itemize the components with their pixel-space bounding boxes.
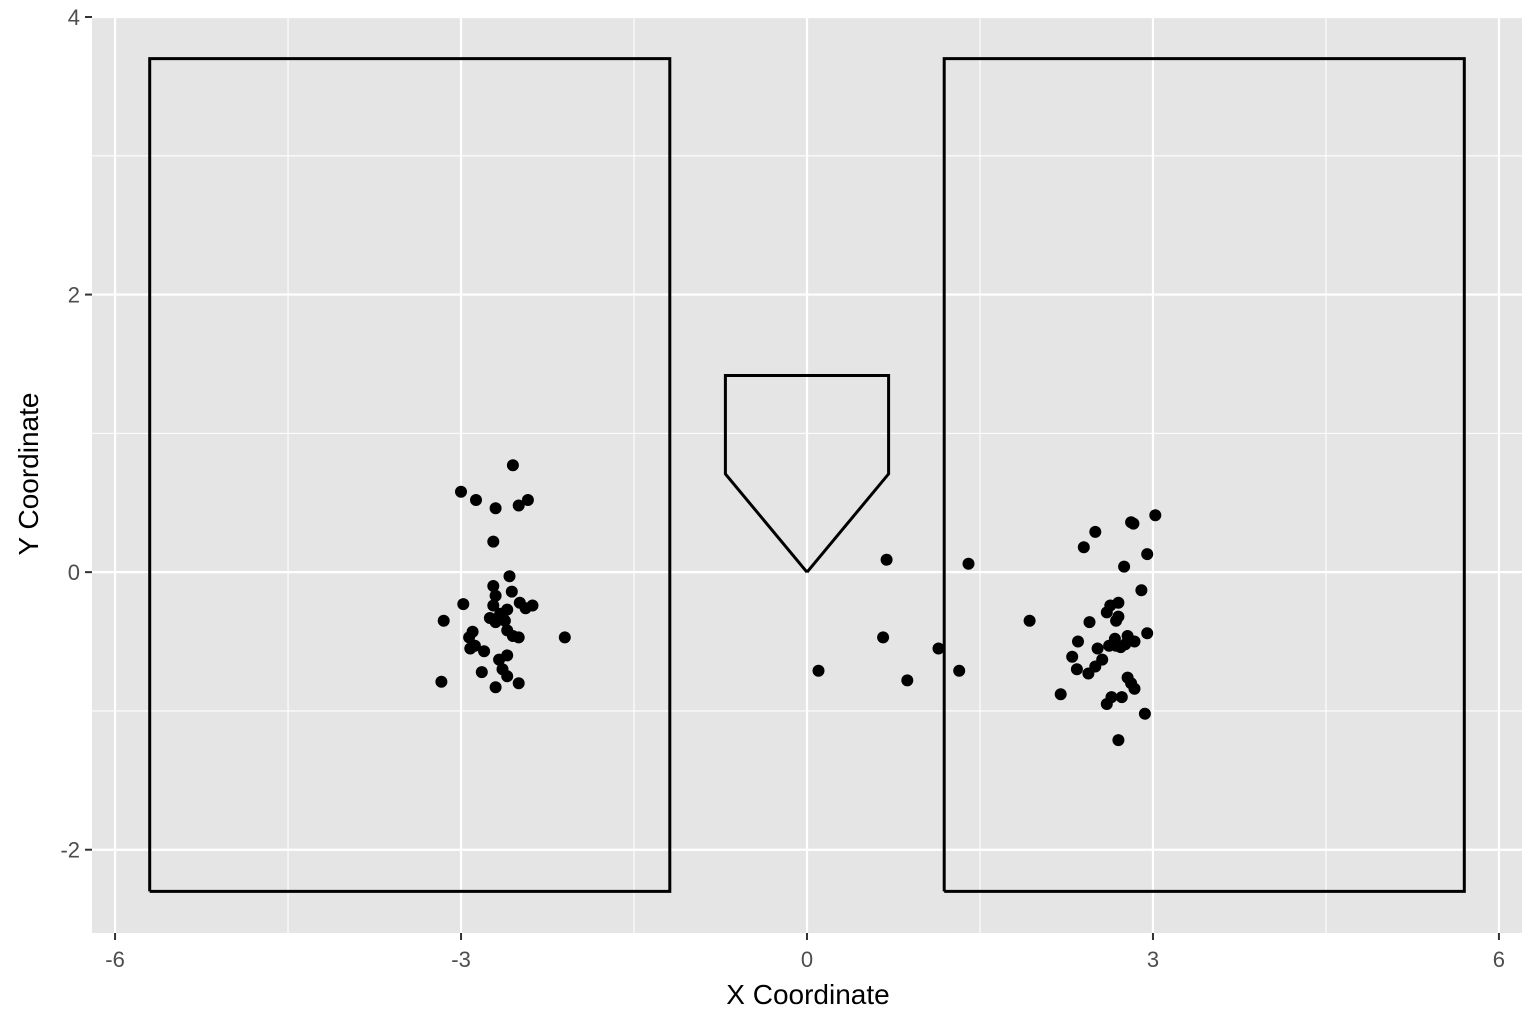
data-point <box>1077 541 1090 554</box>
x-tick-label: 3 <box>1147 947 1159 972</box>
field-outlines <box>148 57 1466 893</box>
data-point <box>1128 682 1141 695</box>
data-point <box>512 631 525 644</box>
data-point <box>498 614 511 627</box>
x-tick-label: -6 <box>105 947 125 972</box>
data-point <box>470 494 482 506</box>
data-point <box>489 502 502 515</box>
data-point <box>1023 614 1036 627</box>
data-point <box>1118 560 1131 573</box>
left-batters-box <box>148 57 672 893</box>
y-tick-label: -2 <box>60 838 80 863</box>
data-point <box>437 614 450 627</box>
data-point <box>493 653 506 666</box>
data-point <box>487 599 500 612</box>
y-tick-label: 0 <box>68 560 80 585</box>
data-point <box>932 642 945 655</box>
data-point <box>558 631 571 644</box>
data-points <box>435 459 1162 747</box>
x-axis: -6 -3 0 3 6 <box>105 933 1505 972</box>
data-point <box>1112 734 1125 747</box>
data-point <box>953 664 966 677</box>
data-point <box>1110 614 1123 627</box>
data-point <box>1072 635 1084 648</box>
data-point <box>489 589 502 602</box>
data-point <box>512 499 525 512</box>
data-point <box>1138 707 1151 720</box>
data-point <box>1141 548 1154 561</box>
data-point <box>435 675 448 688</box>
x-tick-label: -3 <box>451 947 471 972</box>
data-point <box>1125 516 1138 529</box>
x-tick-label: 0 <box>801 947 813 972</box>
data-point <box>1135 584 1148 597</box>
right-batters-box <box>942 57 1466 893</box>
data-point <box>505 585 518 598</box>
data-point <box>519 602 532 615</box>
data-point <box>487 580 500 592</box>
data-point <box>812 664 825 677</box>
data-point <box>506 459 519 472</box>
data-point <box>489 616 502 629</box>
data-point <box>880 553 893 566</box>
data-point <box>1100 606 1113 619</box>
data-point <box>1103 639 1116 652</box>
data-point <box>1114 641 1127 654</box>
data-point <box>1082 667 1095 680</box>
data-point <box>877 631 890 644</box>
home-plate <box>723 374 891 574</box>
data-point <box>962 557 975 570</box>
data-point <box>489 681 502 694</box>
data-point <box>1149 509 1162 522</box>
data-point <box>901 674 914 687</box>
data-point <box>487 535 500 548</box>
data-point <box>501 670 514 683</box>
y-tick-label: 2 <box>68 283 80 308</box>
data-point <box>457 598 470 611</box>
data-point <box>1128 635 1141 648</box>
x-tick-label: 6 <box>1493 947 1505 972</box>
data-point <box>475 666 488 679</box>
x-axis-title: X Coordinate <box>726 979 889 1010</box>
data-point <box>1089 525 1102 538</box>
data-point <box>1070 663 1083 676</box>
data-point <box>455 485 467 498</box>
data-point <box>1054 688 1067 701</box>
data-point <box>1100 698 1113 710</box>
data-point <box>512 677 525 690</box>
data-point <box>478 645 491 658</box>
data-point <box>464 642 477 655</box>
data-point <box>1141 627 1154 640</box>
data-point <box>1083 616 1096 629</box>
data-point <box>1066 650 1079 663</box>
y-axis-title: Y Coordinate <box>13 393 44 556</box>
data-point <box>503 570 516 583</box>
data-point <box>1115 691 1128 704</box>
data-point <box>521 494 534 506</box>
y-axis: -2 0 2 4 <box>60 5 92 863</box>
y-tick-label: 4 <box>68 5 80 30</box>
data-point <box>1091 642 1104 655</box>
